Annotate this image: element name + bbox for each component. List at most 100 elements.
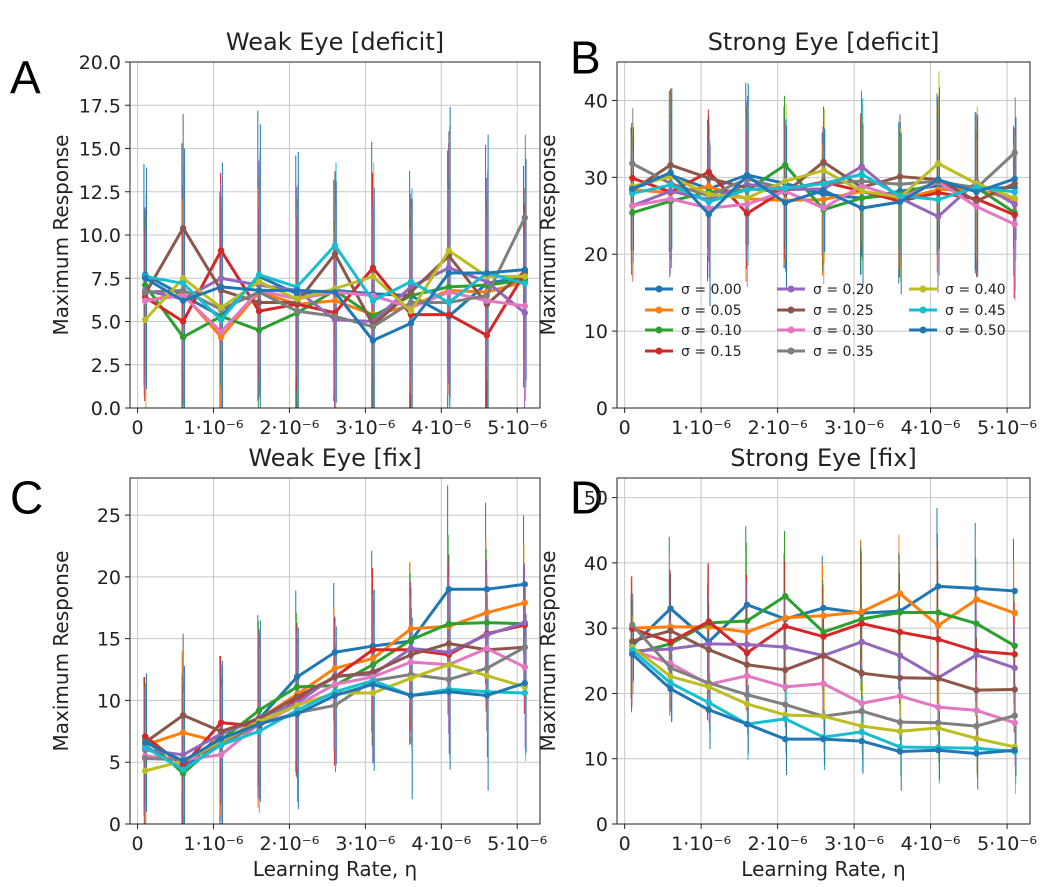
x-tick-label: 4·10⁻⁶ [901, 833, 961, 855]
data-point [141, 767, 149, 775]
x-tick-label: 1·10⁻⁶ [184, 417, 244, 439]
data-point [935, 636, 942, 643]
data-point [743, 617, 751, 625]
x-tick-label: 4·10⁻⁶ [411, 833, 471, 855]
data-point [407, 636, 415, 644]
data-point [483, 631, 491, 639]
data-point [521, 599, 529, 607]
data-point [179, 757, 187, 765]
data-point [217, 741, 225, 749]
data-point [782, 161, 789, 169]
data-point [973, 197, 980, 205]
data-point [179, 751, 187, 758]
data-point [217, 316, 225, 323]
data-point [629, 621, 636, 629]
data-point [521, 644, 529, 651]
data-point [896, 181, 904, 188]
data-point [293, 710, 301, 718]
x-tick-label: 3·10⁻⁶ [335, 417, 395, 439]
plot-area [141, 485, 529, 824]
data-point [629, 190, 636, 197]
y-axis-label: Maximum Response [49, 135, 73, 336]
data-point [331, 297, 339, 304]
data-point [782, 184, 789, 192]
legend-marker [787, 347, 795, 355]
data-point [407, 658, 415, 666]
data-point [369, 646, 377, 653]
y-tick-label: 17.5 [79, 95, 121, 117]
data-point [483, 645, 491, 652]
y-tick-label: 50 [584, 488, 608, 510]
data-point [179, 712, 187, 719]
data-point [743, 720, 751, 728]
panel-title: Weak Eye [fix] [248, 444, 421, 472]
data-point [743, 210, 751, 217]
data-point [858, 177, 865, 185]
data-point [179, 280, 187, 287]
data-point [255, 728, 263, 735]
y-tick-label: 10 [584, 321, 608, 343]
data-point [896, 748, 904, 755]
data-point [782, 643, 789, 651]
y-tick-label: 40 [584, 90, 608, 112]
legend-label: σ = 0.35 [813, 344, 874, 360]
data-point [820, 180, 827, 187]
data-point [973, 203, 980, 210]
data-point [521, 581, 529, 588]
data-point [743, 186, 751, 193]
y-axis-label: Maximum Response [49, 551, 73, 752]
data-point [445, 676, 453, 683]
data-point [369, 689, 377, 697]
data-point [705, 183, 712, 190]
data-point [820, 652, 827, 659]
data-point [743, 628, 751, 636]
data-point [331, 681, 339, 688]
data-point [369, 661, 377, 668]
data-point [858, 194, 865, 202]
data-point [629, 185, 636, 193]
data-point [629, 209, 636, 216]
legend-marker [919, 285, 927, 293]
y-tick-label: 7.5 [91, 268, 121, 290]
data-point [331, 692, 339, 699]
data-point [820, 187, 827, 194]
data-point [179, 333, 187, 341]
y-tick-label: 15.0 [79, 139, 121, 161]
data-point [858, 182, 865, 189]
data-point [293, 673, 301, 681]
data-point [667, 627, 674, 634]
data-point [820, 167, 827, 174]
data-point [445, 269, 453, 277]
data-point [858, 204, 865, 212]
data-point [217, 728, 225, 735]
data-point [743, 641, 751, 648]
legend-label: σ = 0.00 [681, 282, 742, 298]
data-point [896, 728, 904, 735]
data-point [141, 755, 149, 762]
plot-area [141, 106, 529, 408]
data-point [179, 224, 187, 232]
x-tick-label: 5·10⁻⁶ [977, 417, 1037, 439]
data-point [858, 638, 865, 646]
data-point [858, 669, 865, 677]
panel-title: Weak Eye [deficit] [226, 28, 444, 56]
data-point [445, 311, 453, 318]
data-point [667, 181, 674, 189]
data-point [743, 172, 751, 179]
data-point [179, 275, 187, 282]
data-point [407, 278, 415, 285]
data-point [935, 719, 942, 727]
data-point [667, 673, 674, 680]
y-tick-label: 0 [109, 814, 121, 836]
y-tick-label: 20.0 [79, 52, 121, 74]
data-point [217, 275, 225, 282]
data-point [667, 187, 674, 195]
data-point [445, 649, 453, 656]
data-point [973, 651, 980, 659]
data-point [331, 665, 339, 672]
data-point [782, 666, 789, 674]
data-point [705, 646, 712, 653]
panel-letter: B [570, 32, 601, 84]
x-axis-label: Learning Rate, η [253, 857, 417, 881]
data-point [935, 675, 942, 682]
